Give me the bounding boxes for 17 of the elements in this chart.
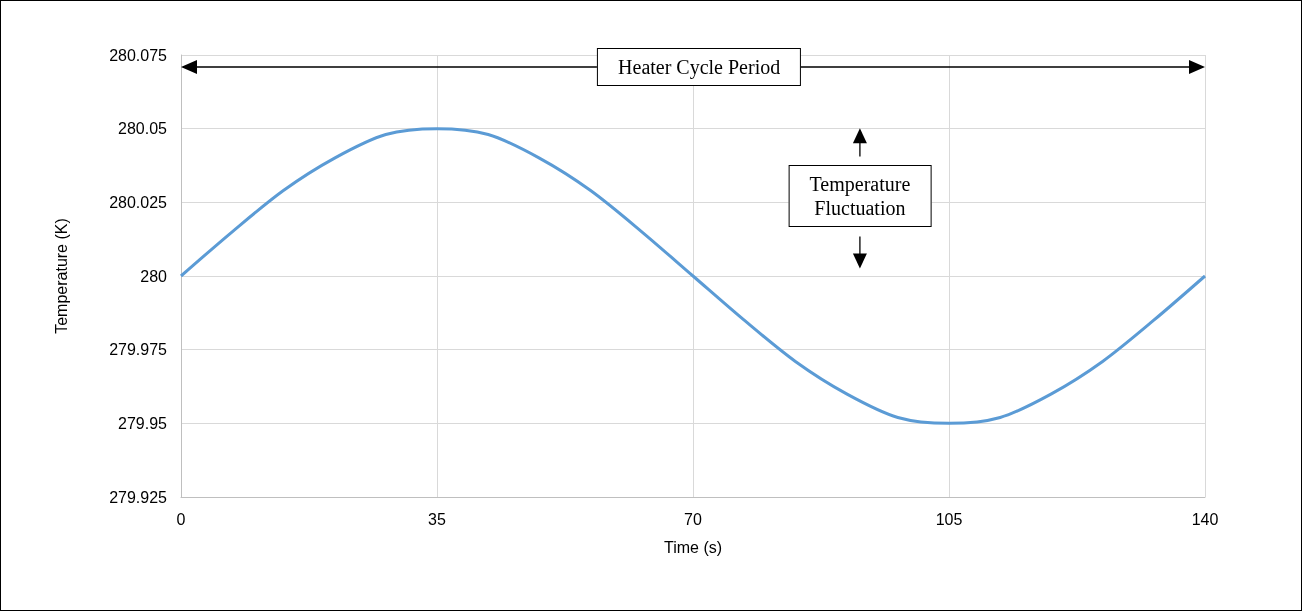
y-tick-label: 279.925 (109, 488, 168, 506)
x-tick-label: 105 (935, 510, 963, 528)
y-tick-label: 279.95 (118, 414, 168, 432)
x-tick-label: 35 (428, 510, 446, 528)
y-tick-label: 280.05 (118, 120, 168, 138)
y-tick-label: 280.025 (109, 193, 168, 211)
line-series (179, 127, 1207, 425)
y-tick-label: 279.975 (109, 341, 168, 359)
y-tick-label: 280 (140, 267, 168, 285)
y-tick-label: 280.075 (109, 46, 168, 64)
x-tick-label: 70 (684, 510, 702, 528)
x-tick-label: 0 (176, 510, 186, 528)
annotation: Temperature Fluctuation (788, 165, 932, 228)
x-axis-title: Time (s) (663, 538, 723, 556)
annotation: Heater Cycle Period (597, 47, 802, 86)
y-axis-title: Temperature (K) (52, 218, 70, 334)
x-tick-label: 140 (1191, 510, 1219, 528)
